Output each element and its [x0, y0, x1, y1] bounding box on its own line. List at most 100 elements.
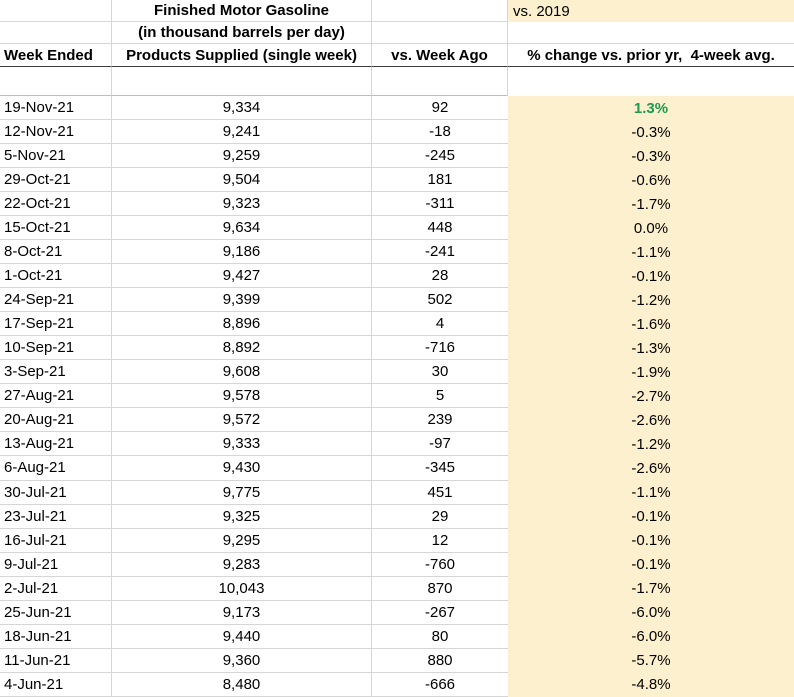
empty-cell[interactable] — [112, 67, 372, 96]
cell-pct-change[interactable]: -1.7% — [508, 192, 794, 217]
cell-week-ended[interactable]: 30-Jul-21 — [0, 480, 112, 505]
cell-pct-change[interactable]: -0.1% — [508, 504, 794, 529]
cell-vs-week-ago[interactable]: -311 — [372, 192, 508, 217]
cell-products-supplied[interactable]: 9,430 — [112, 456, 372, 481]
cell-pct-change[interactable]: -0.3% — [508, 120, 794, 145]
cell-vs-week-ago[interactable]: -760 — [372, 553, 508, 577]
cell-products-supplied[interactable]: 9,334 — [112, 96, 372, 121]
cell-vs-week-ago[interactable]: -245 — [372, 144, 508, 169]
cell-products-supplied[interactable]: 8,892 — [112, 336, 372, 361]
cell-week-ended[interactable]: 1-Oct-21 — [0, 264, 112, 289]
cell-pct-change[interactable]: -1.1% — [508, 240, 794, 265]
cell-pct-change[interactable]: 1.3% — [508, 96, 794, 121]
cell-pct-change[interactable]: -2.6% — [508, 456, 794, 481]
cell-pct-change[interactable]: -6.0% — [508, 600, 794, 625]
empty-cell[interactable] — [0, 67, 112, 96]
cell-pct-change[interactable]: -0.1% — [508, 552, 794, 577]
table-title-line1[interactable]: Finished Motor Gasoline — [112, 0, 372, 22]
cell-products-supplied[interactable]: 8,896 — [112, 312, 372, 337]
cell-pct-change[interactable]: -6.0% — [508, 624, 794, 649]
cell-vs-week-ago[interactable]: -716 — [372, 336, 508, 361]
cell-products-supplied[interactable]: 9,360 — [112, 648, 372, 673]
cell-pct-change[interactable]: -1.6% — [508, 312, 794, 337]
cell-week-ended[interactable]: 22-Oct-21 — [0, 192, 112, 217]
cell-vs-week-ago[interactable]: 92 — [372, 96, 508, 121]
empty-cell[interactable] — [508, 67, 794, 96]
cell-vs-week-ago[interactable]: 870 — [372, 577, 508, 601]
cell-week-ended[interactable]: 11-Jun-21 — [0, 648, 112, 673]
cell-week-ended[interactable]: 23-Jul-21 — [0, 504, 112, 529]
cell-vs-week-ago[interactable]: 502 — [372, 288, 508, 313]
cell-pct-change[interactable]: -5.7% — [508, 648, 794, 673]
cell-pct-change[interactable]: 0.0% — [508, 216, 794, 241]
cell-vs-week-ago[interactable]: 880 — [372, 649, 508, 673]
cell-vs-week-ago[interactable]: 451 — [372, 481, 508, 505]
cell-vs-week-ago[interactable]: -18 — [372, 120, 508, 145]
cell-week-ended[interactable]: 2-Jul-21 — [0, 576, 112, 601]
cell-pct-change[interactable]: -0.3% — [508, 144, 794, 169]
cell-pct-change[interactable]: -4.8% — [508, 672, 794, 697]
column-header-week-ended[interactable]: Week Ended — [0, 44, 112, 67]
cell-week-ended[interactable]: 10-Sep-21 — [0, 336, 112, 361]
cell-products-supplied[interactable]: 9,634 — [112, 216, 372, 241]
cell-week-ended[interactable]: 17-Sep-21 — [0, 312, 112, 337]
cell-products-supplied[interactable]: 9,775 — [112, 480, 372, 505]
cell-vs-week-ago[interactable]: 448 — [372, 216, 508, 241]
cell-products-supplied[interactable]: 9,399 — [112, 288, 372, 313]
cell-week-ended[interactable]: 16-Jul-21 — [0, 528, 112, 553]
cell-vs-week-ago[interactable]: -666 — [372, 673, 508, 697]
cell-vs-week-ago[interactable]: 4 — [372, 312, 508, 337]
cell-pct-change[interactable]: -0.6% — [508, 168, 794, 193]
cell-products-supplied[interactable]: 9,578 — [112, 384, 372, 409]
cell-vs-week-ago[interactable]: -267 — [372, 601, 508, 625]
cell-week-ended[interactable]: 8-Oct-21 — [0, 240, 112, 265]
cell-week-ended[interactable]: 15-Oct-21 — [0, 216, 112, 241]
cell-week-ended[interactable]: 9-Jul-21 — [0, 552, 112, 577]
cell-vs-week-ago[interactable]: 5 — [372, 384, 508, 409]
cell-vs-week-ago[interactable]: 30 — [372, 360, 508, 385]
cell-products-supplied[interactable]: 9,241 — [112, 120, 372, 145]
cell-vs-week-ago[interactable]: 28 — [372, 264, 508, 289]
cell-vs-week-ago[interactable]: 12 — [372, 529, 508, 553]
cell-products-supplied[interactable]: 8,480 — [112, 672, 372, 697]
cell-products-supplied[interactable]: 9,259 — [112, 144, 372, 169]
cell-pct-change[interactable]: -2.7% — [508, 384, 794, 409]
cell-products-supplied[interactable]: 9,283 — [112, 552, 372, 577]
cell-pct-change[interactable]: -1.2% — [508, 432, 794, 457]
cell-products-supplied[interactable]: 9,572 — [112, 408, 372, 433]
cell-products-supplied[interactable]: 9,504 — [112, 168, 372, 193]
cell-products-supplied[interactable]: 9,173 — [112, 600, 372, 625]
cell-pct-change[interactable]: -1.3% — [508, 336, 794, 361]
cell-products-supplied[interactable]: 9,323 — [112, 192, 372, 217]
column-header-products-supplied[interactable]: Products Supplied (single week) — [112, 44, 372, 67]
cell-vs-week-ago[interactable]: -345 — [372, 456, 508, 481]
cell-products-supplied[interactable]: 9,295 — [112, 528, 372, 553]
cell-pct-change[interactable]: -0.1% — [508, 528, 794, 553]
empty-cell[interactable] — [372, 0, 508, 22]
table-title-line2[interactable]: (in thousand barrels per day) — [112, 22, 372, 44]
column-header-pct-change[interactable]: % change vs. prior yr, 4-week avg. — [508, 44, 794, 67]
cell-week-ended[interactable]: 27-Aug-21 — [0, 384, 112, 409]
empty-cell[interactable] — [0, 0, 112, 22]
empty-cell[interactable] — [372, 67, 508, 96]
cell-vs-week-ago[interactable]: 29 — [372, 505, 508, 529]
empty-cell[interactable] — [372, 22, 508, 44]
cell-week-ended[interactable]: 20-Aug-21 — [0, 408, 112, 433]
cell-pct-change[interactable]: -1.7% — [508, 576, 794, 601]
cell-pct-change[interactable]: -2.6% — [508, 408, 794, 433]
cell-vs-week-ago[interactable]: -97 — [372, 432, 508, 457]
vs-2019-label-cell[interactable]: vs. 2019 — [508, 0, 794, 22]
cell-products-supplied[interactable]: 9,186 — [112, 240, 372, 265]
cell-pct-change[interactable]: -1.2% — [508, 288, 794, 313]
cell-week-ended[interactable]: 24-Sep-21 — [0, 288, 112, 313]
cell-pct-change[interactable]: -1.9% — [508, 360, 794, 385]
cell-pct-change[interactable]: -0.1% — [508, 264, 794, 289]
cell-products-supplied[interactable]: 9,440 — [112, 624, 372, 649]
cell-week-ended[interactable]: 6-Aug-21 — [0, 456, 112, 481]
cell-products-supplied[interactable]: 10,043 — [112, 576, 372, 601]
empty-cell[interactable] — [0, 22, 112, 44]
cell-week-ended[interactable]: 12-Nov-21 — [0, 120, 112, 145]
cell-vs-week-ago[interactable]: 239 — [372, 408, 508, 433]
cell-week-ended[interactable]: 13-Aug-21 — [0, 432, 112, 457]
cell-week-ended[interactable]: 3-Sep-21 — [0, 360, 112, 385]
